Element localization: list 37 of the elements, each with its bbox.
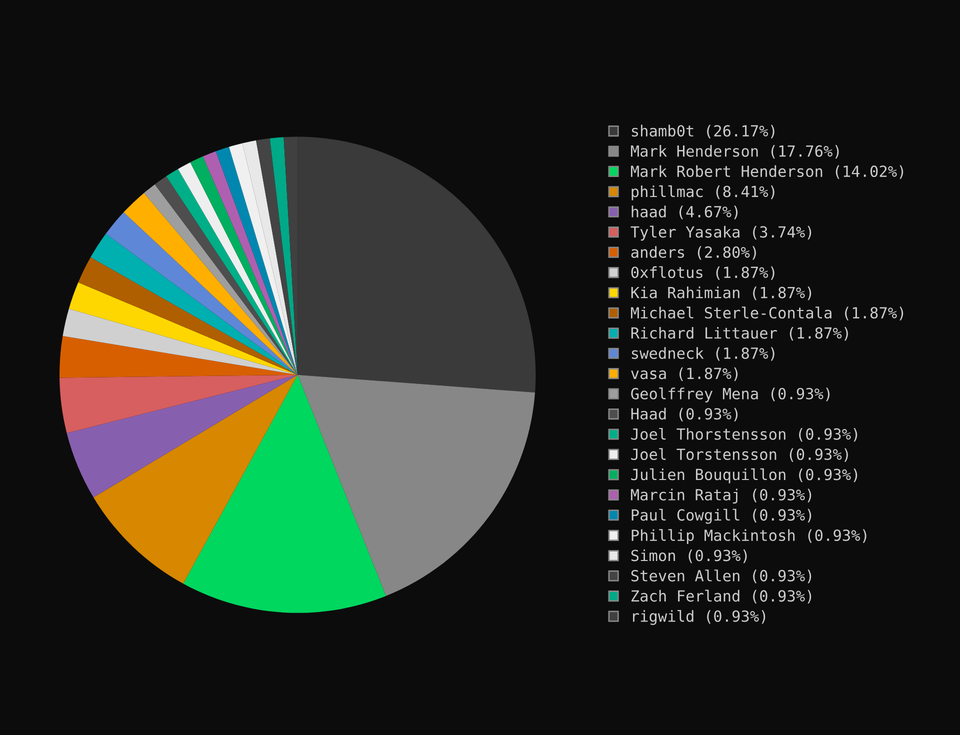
pie-slice [66,374,298,498]
legend-label: Julien Bouquillon (0.93%) [631,468,858,484]
legend-label: haad (4.67%) [632,206,738,220]
legend-label: Michael Sterle-Contala (1.87%) [630,306,904,320]
pie-slice [62,308,298,375]
legend-label: Haad (0.93%) [631,408,738,422]
legend-label: swedneck (1.87%) [632,347,774,361]
legend-label: phillmac (8.41%) [632,185,774,200]
legend-label: rigwild (0.93%) [633,610,766,625]
legend-label: Simon (0.93%) [631,549,747,564]
pie-slice [90,234,298,375]
legend-label: anders (2.80%) [631,246,756,260]
legend-label: Paul Cowgill (0.93%) [632,508,812,524]
pie-slice [78,257,298,375]
pie-slice [60,336,298,378]
legend-label: Mark Henderson (17.76%) [630,145,839,159]
legend-label: Marcin Rataj (0.93%) [630,488,812,504]
pie-slice [216,146,298,375]
legend-label: Joel Torstensson (0.93%) [631,448,848,462]
legend-label: Kia Rahimian (1.87%) [631,286,812,300]
pie-slice [106,212,298,375]
pie-slice [93,374,298,584]
legend-label: Geolffrey Mena (0.93%) [631,388,830,402]
pie-slice [68,282,298,375]
legend-label: Steven Allen (0.93%) [631,570,812,584]
legend-label: Phillip Mackintosh (0.93%) [632,529,866,544]
pie-slice [60,374,298,434]
legend-label: Richard Littauer (1.87%) [631,326,848,341]
legend-label: Joel Thorstensson (0.93%) [631,428,858,442]
legend-label: Tyler Yasaka (3.74%) [630,226,812,241]
legend-label: 0xflotus (1.87%) [631,266,774,280]
legend-label: Zach Ferland (0.93%) [632,590,812,604]
legend-label: shamb0t (26.17%) [632,124,774,138]
legend-label: Mark Robert Henderson (14.02%) [630,165,904,179]
pie-slice [183,374,386,613]
pie-slice [298,374,536,596]
legend-label: vasa (1.87%) [631,367,738,381]
